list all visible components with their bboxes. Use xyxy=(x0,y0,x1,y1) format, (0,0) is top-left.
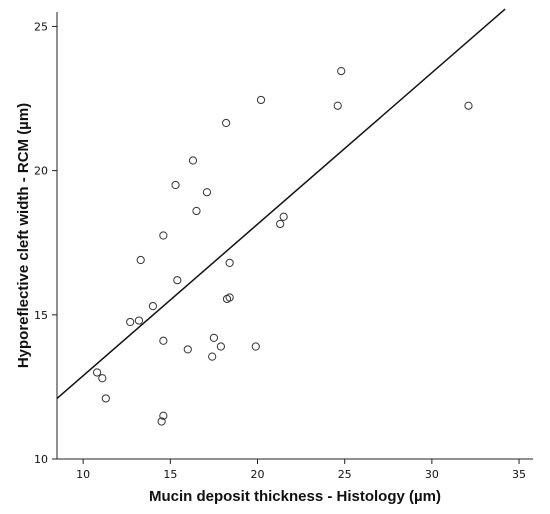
data-point xyxy=(136,255,145,265)
data-point xyxy=(171,180,180,190)
fit-line-group xyxy=(56,8,506,400)
x-tick-label: 35 xyxy=(512,468,526,481)
y-tick-label: 25 xyxy=(34,20,48,33)
data-point xyxy=(276,219,285,229)
data-points xyxy=(93,67,473,426)
data-point xyxy=(126,317,135,327)
data-point xyxy=(188,156,198,165)
data-point xyxy=(192,206,201,216)
data-point xyxy=(159,411,168,420)
data-point xyxy=(225,258,234,267)
y-tick-label: 10 xyxy=(34,453,48,466)
data-point xyxy=(173,276,182,285)
x-tick-label: 30 xyxy=(425,468,439,481)
data-point xyxy=(256,95,266,105)
x-tick-label: 20 xyxy=(251,468,265,481)
data-point xyxy=(216,342,225,351)
data-point xyxy=(183,345,192,354)
data-point xyxy=(159,231,168,240)
y-tick-label: 20 xyxy=(34,165,48,178)
x-axis-title: Mucin deposit thickness - Histology (µm) xyxy=(149,488,441,505)
fit-line xyxy=(56,8,506,400)
data-point xyxy=(208,352,217,361)
data-point xyxy=(202,188,212,197)
data-point xyxy=(134,316,144,325)
data-point xyxy=(157,417,166,426)
y-tick-label: 15 xyxy=(34,309,48,322)
data-point xyxy=(279,212,288,221)
data-point xyxy=(159,336,168,345)
y-axis-ticks: 10 15 20 25 xyxy=(34,20,57,466)
data-point xyxy=(251,342,260,351)
y-axis-title: Hyporeflective cleft width - RCM (µm) xyxy=(15,103,32,368)
data-point xyxy=(98,374,107,383)
data-point xyxy=(148,302,157,311)
x-tick-label: 10 xyxy=(76,468,90,481)
x-axis-ticks: 10 15 20 25 30 35 xyxy=(76,459,526,481)
data-point xyxy=(209,333,219,342)
data-point xyxy=(93,368,102,377)
data-point xyxy=(464,101,473,110)
data-point xyxy=(101,394,110,403)
data-point xyxy=(222,118,231,128)
data-point xyxy=(225,293,234,302)
axes xyxy=(56,12,533,460)
data-point xyxy=(337,67,346,76)
data-point xyxy=(333,101,342,110)
x-tick-label: 15 xyxy=(163,468,177,481)
x-tick-label: 25 xyxy=(338,468,352,481)
